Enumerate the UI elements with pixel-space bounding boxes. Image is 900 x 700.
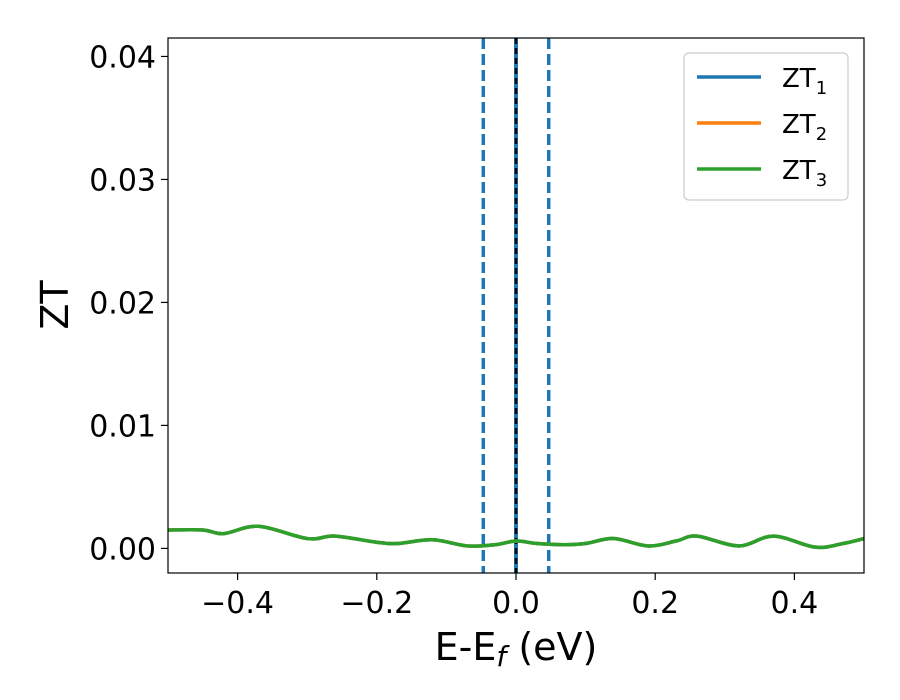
legend-label: ZT2 (782, 110, 827, 145)
vertical-lines (481, 38, 551, 573)
y-tick-label: 0.03 (89, 163, 156, 198)
y-tick-label: 0.02 (89, 286, 156, 321)
legend-box (683, 52, 849, 201)
x-tick-label: −0.4 (201, 586, 274, 621)
y-tick-label: 0.01 (89, 409, 156, 444)
legend: ZT1 ZT2 ZT3 (683, 52, 849, 201)
legend-label: ZT3 (782, 156, 827, 191)
x-tick-label: 0.4 (771, 586, 819, 621)
y-tick-label: 0.00 (89, 532, 156, 567)
x-tick-label: 0.2 (631, 586, 679, 621)
y-tick-label: 0.04 (89, 40, 156, 75)
x-tick-label: 0.0 (492, 586, 540, 621)
y-axis-label: ZT (33, 280, 77, 330)
legend-label: ZT1 (782, 64, 827, 99)
series-line-3 (168, 524, 864, 550)
series-layer (168, 524, 864, 550)
x-axis-ticks: −0.4 −0.2 0.0 0.2 0.4 (201, 573, 818, 621)
x-axis-label: E-Ef (eV) (435, 625, 598, 673)
y-axis-ticks: 0.00 0.01 0.02 0.03 0.04 (89, 40, 168, 567)
legend-items: ZT1 ZT2 ZT3 (697, 64, 827, 191)
x-tick-label: −0.2 (340, 586, 413, 621)
